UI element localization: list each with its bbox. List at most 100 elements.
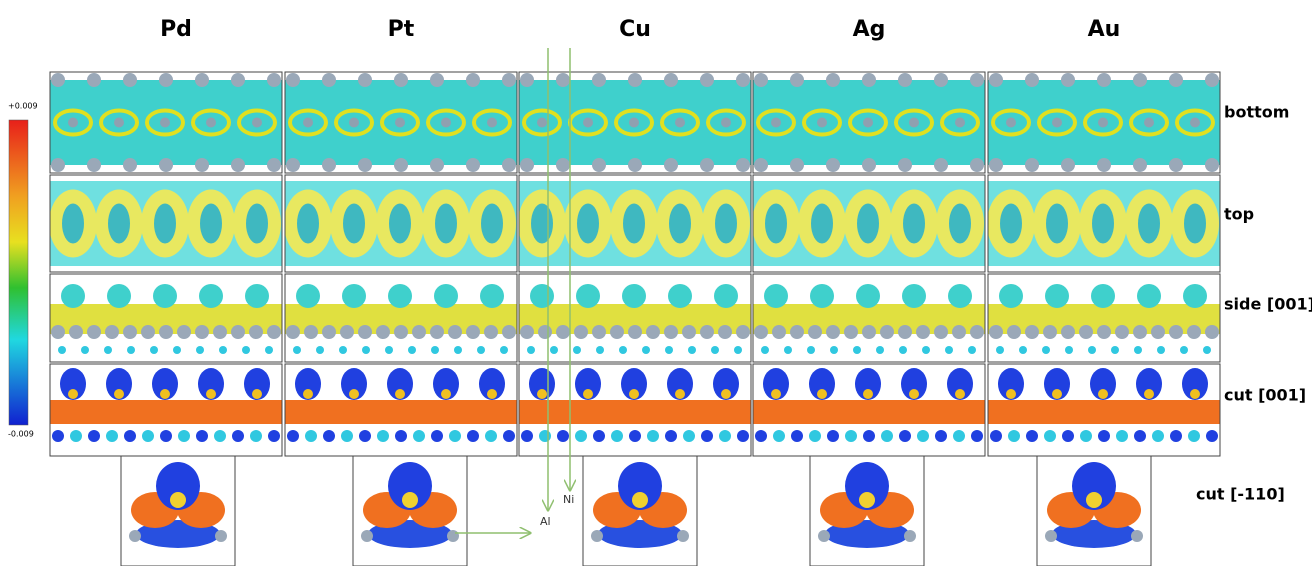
isosurface <box>477 346 485 354</box>
isosurface <box>206 389 216 399</box>
isosurface <box>623 204 645 244</box>
atom <box>700 73 714 87</box>
isosurface <box>142 430 154 442</box>
atom <box>231 73 245 87</box>
atom <box>934 158 948 172</box>
panel <box>285 284 517 354</box>
atom <box>322 73 336 87</box>
atom <box>447 530 459 542</box>
isosurface <box>773 430 785 442</box>
column-header: Pd <box>160 17 192 42</box>
atom <box>817 118 827 128</box>
atom <box>664 325 678 339</box>
isosurface <box>170 492 186 508</box>
atom <box>754 158 768 172</box>
atom <box>160 118 170 128</box>
isosurface <box>408 346 416 354</box>
isosurface <box>104 346 112 354</box>
atom <box>195 73 209 87</box>
isosurface <box>734 346 742 354</box>
isosurface <box>853 346 861 354</box>
atom <box>267 325 281 339</box>
atom <box>267 73 281 87</box>
atom <box>1061 325 1075 339</box>
atom <box>629 118 639 128</box>
atom <box>129 530 141 542</box>
atom <box>1097 325 1111 339</box>
atom <box>69 325 83 339</box>
isosurface <box>537 389 547 399</box>
atom <box>898 158 912 172</box>
panel <box>818 462 916 548</box>
isosurface <box>619 346 627 354</box>
isosurface <box>434 284 458 308</box>
atom <box>195 158 209 172</box>
atom <box>844 325 858 339</box>
isosurface <box>480 284 504 308</box>
isosurface <box>50 400 282 424</box>
atom <box>1190 118 1200 128</box>
isosurface <box>755 430 767 442</box>
isosurface <box>830 346 838 354</box>
atom <box>863 118 873 128</box>
isosurface <box>629 389 639 399</box>
isosurface <box>665 346 673 354</box>
isosurface <box>955 389 965 399</box>
atom <box>664 158 678 172</box>
isosurface <box>811 204 833 244</box>
isosurface <box>441 389 451 399</box>
atom <box>1205 73 1219 87</box>
isosurface <box>199 284 223 308</box>
row-label: cut [001] <box>1224 386 1306 405</box>
axis-label: Al <box>540 515 551 528</box>
atom <box>322 325 336 339</box>
panel <box>285 73 517 172</box>
isosurface <box>876 346 884 354</box>
isosurface <box>629 430 641 442</box>
isosurface <box>935 430 947 442</box>
atom <box>736 73 750 87</box>
atom <box>412 325 426 339</box>
isosurface <box>413 430 425 442</box>
isosurface <box>1052 389 1062 399</box>
atom <box>790 73 804 87</box>
atom <box>1043 325 1057 339</box>
atom <box>231 158 245 172</box>
atom <box>141 325 155 339</box>
atom <box>358 73 372 87</box>
isosurface <box>265 346 273 354</box>
colorbar <box>9 120 28 425</box>
atom <box>394 73 408 87</box>
atom <box>1061 73 1075 87</box>
isosurface <box>683 430 695 442</box>
isosurface <box>106 430 118 442</box>
panel <box>988 73 1220 172</box>
atom <box>1025 73 1039 87</box>
isosurface <box>245 284 269 308</box>
isosurface <box>719 430 731 442</box>
atom <box>628 325 642 339</box>
atom <box>1169 325 1183 339</box>
isosurface <box>539 430 551 442</box>
isosurface <box>791 430 803 442</box>
isosurface <box>377 430 389 442</box>
isosurface <box>1138 204 1160 244</box>
atom <box>754 73 768 87</box>
atom <box>909 118 919 128</box>
atom <box>1187 325 1201 339</box>
isosurface <box>349 389 359 399</box>
atom <box>487 118 497 128</box>
isosurface <box>343 204 365 244</box>
atom <box>808 325 822 339</box>
atom <box>721 118 731 128</box>
atom <box>448 325 462 339</box>
isosurface <box>287 430 299 442</box>
atom <box>358 325 372 339</box>
atom <box>349 118 359 128</box>
isosurface <box>503 430 515 442</box>
isosurface <box>1111 346 1119 354</box>
panel <box>987 181 1220 266</box>
isosurface <box>160 430 172 442</box>
atom <box>970 73 984 87</box>
isosurface <box>622 284 646 308</box>
